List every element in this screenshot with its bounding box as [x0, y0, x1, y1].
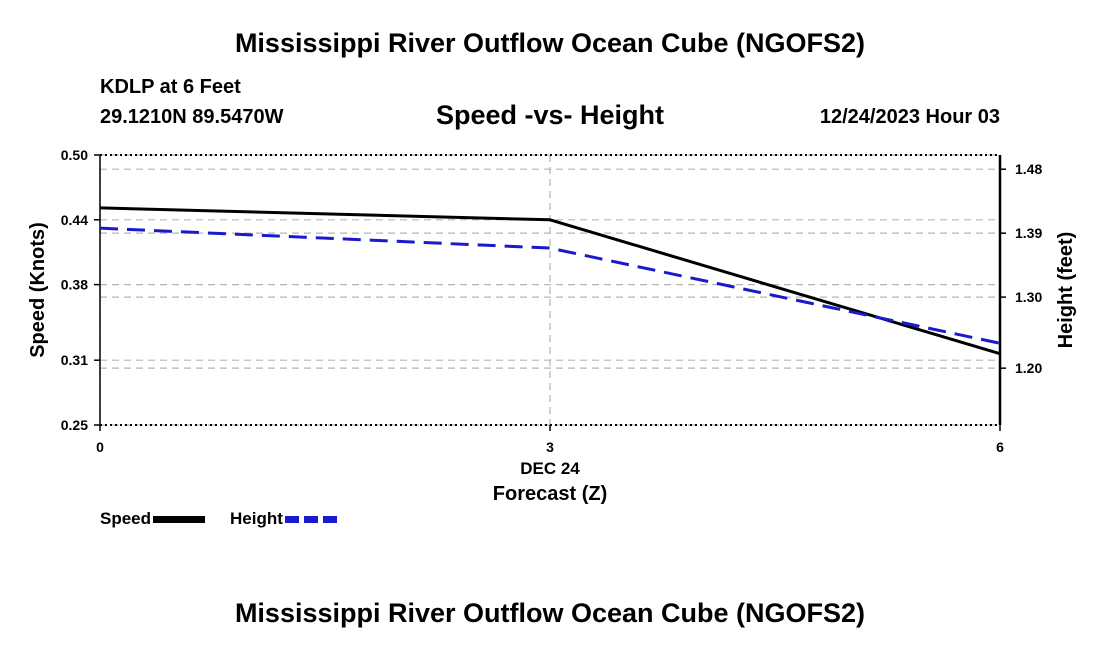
y-axis-label: Speed (Knots)	[27, 222, 49, 358]
station-coordinates: 29.1210N 89.5470W	[100, 106, 284, 128]
forecast-datetime: 12/24/2023 Hour 03	[819, 106, 1000, 128]
y-tick-label-3: 0.44	[61, 212, 88, 228]
x-axis-label: Forecast (Z)	[493, 483, 607, 505]
y-tick-label-2: 0.38	[61, 277, 88, 293]
legend-speed-swatch	[153, 515, 206, 523]
legend-height-label: Height	[230, 509, 283, 528]
y-tick-label-1: 0.31	[61, 352, 88, 368]
y-tick-label-0: 0.25	[61, 417, 88, 433]
chart-subtitle: Speed -vs- Height	[435, 100, 665, 130]
y2-tick-label-3: 1.48	[1015, 161, 1042, 177]
y2-tick-label-2: 1.39	[1015, 225, 1042, 241]
series-line-speed	[99, 206, 1001, 356]
legend-speed-label: Speed	[100, 509, 152, 528]
station-label: KDLP at 6 Feet	[100, 76, 241, 98]
y-tick-label-4: 0.50	[61, 147, 88, 163]
footer-title: Mississippi River Outflow Ocean Cube (NG…	[234, 598, 866, 628]
legend-height: Height	[230, 509, 337, 529]
x-tick-label-2: 6	[996, 439, 1004, 455]
y2-tick-label-0: 1.20	[1015, 360, 1042, 376]
x-tick-label-0: 0	[96, 439, 104, 455]
main-title: Mississippi River Outflow Ocean Cube (NG…	[234, 28, 866, 58]
x-tick-label-1: 3	[546, 439, 554, 455]
series-line-height	[99, 226, 1001, 345]
y2-tick-label-1: 1.30	[1015, 289, 1042, 305]
legend-height-swatch	[284, 515, 337, 523]
y2-axis-label: Height (feet)	[1055, 232, 1077, 349]
x-date-label: DEC 24	[520, 459, 580, 478]
legend-speed: Speed	[100, 509, 206, 529]
